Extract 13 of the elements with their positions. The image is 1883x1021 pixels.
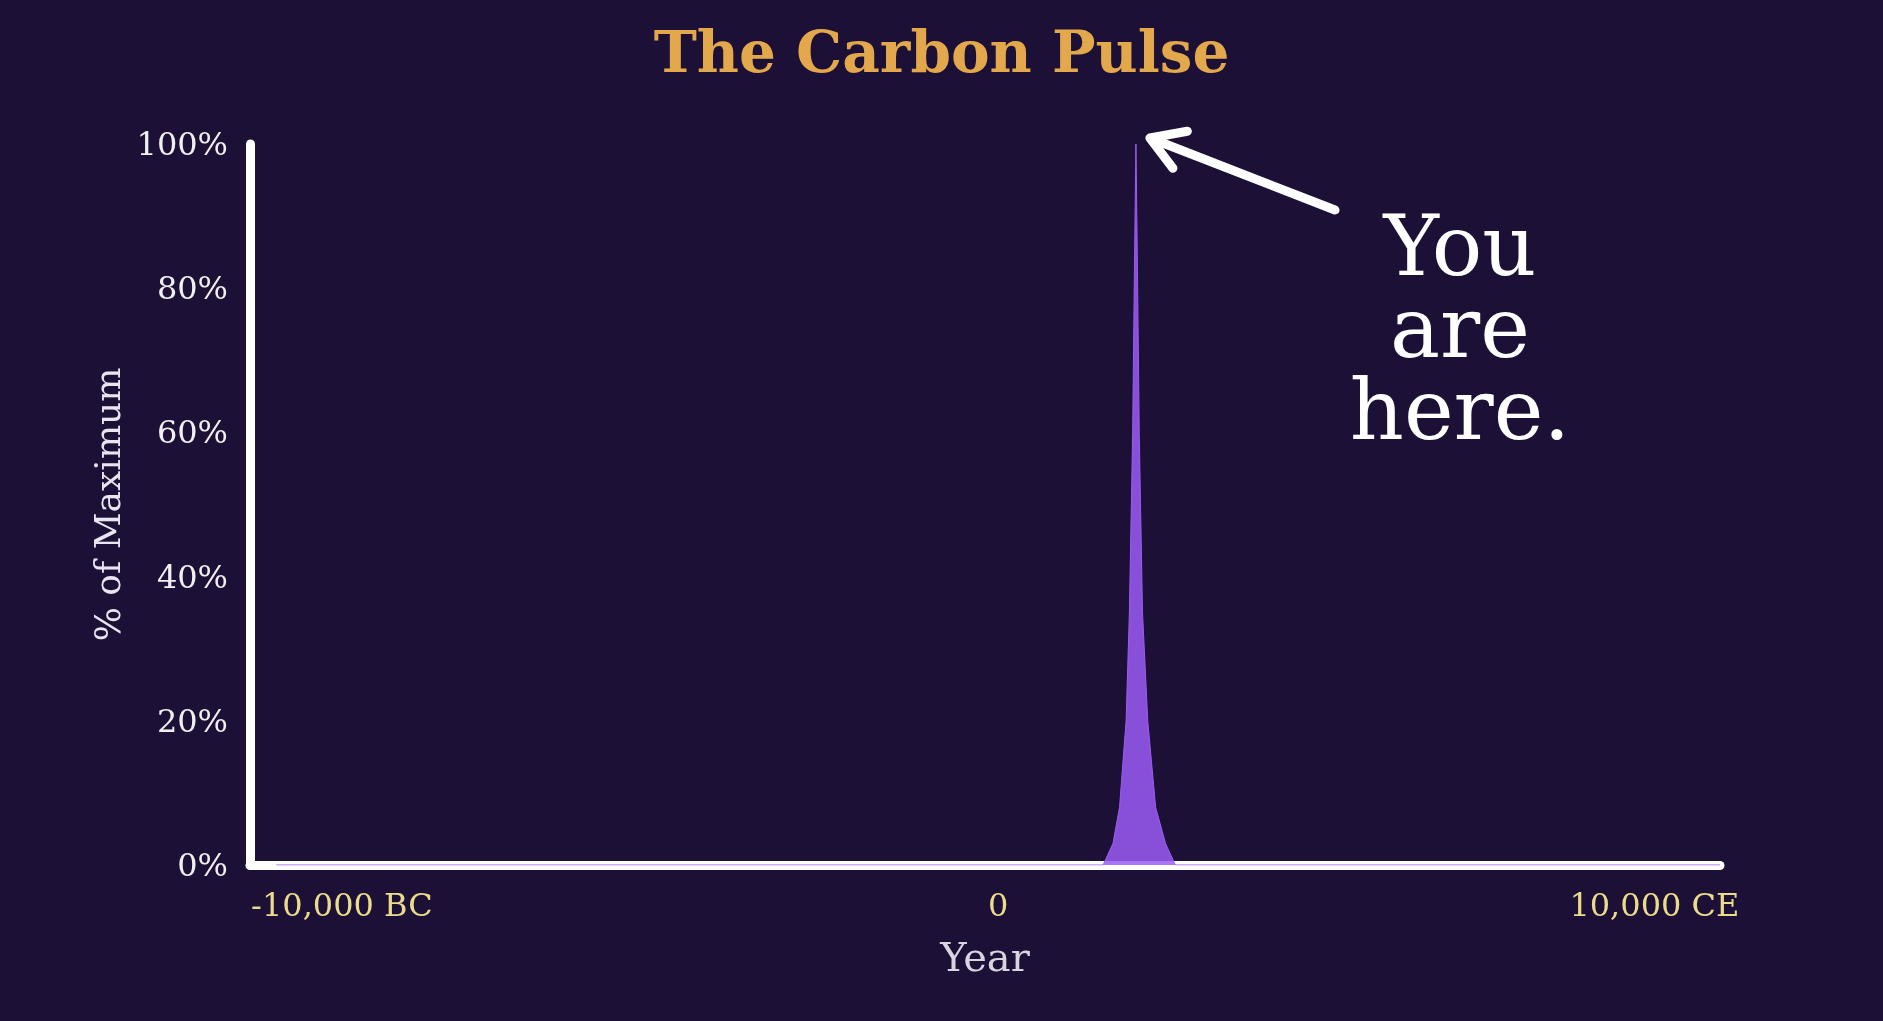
chart-title: The Carbon Pulse (653, 18, 1230, 86)
x-tick-label: 0 (987, 886, 1009, 924)
x-axis-title: Year (939, 934, 1031, 980)
x-tick-label: 10,000 CE (1569, 886, 1740, 924)
y-tick-label: 60% (156, 413, 228, 452)
y-axis-title: % of Maximum (86, 367, 128, 642)
y-tick-label: 100% (136, 125, 228, 163)
x-tick-label: -10,000 BC (251, 886, 433, 924)
y-tick-label: 80% (156, 269, 228, 308)
y-tick-label: 40% (156, 557, 228, 596)
y-tick-label: 0% (177, 846, 228, 884)
y-tick-label: 20% (156, 701, 228, 740)
annotation: You are here. (1348, 197, 1572, 459)
